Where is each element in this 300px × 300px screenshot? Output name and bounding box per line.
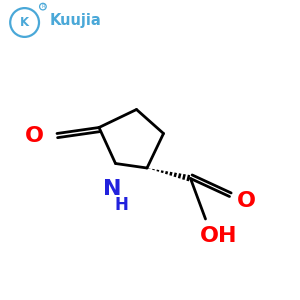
Text: R: R bbox=[41, 4, 45, 9]
Text: K: K bbox=[20, 16, 29, 29]
Text: OH: OH bbox=[200, 226, 238, 245]
Text: O: O bbox=[25, 127, 44, 146]
Text: N: N bbox=[103, 179, 122, 199]
Text: O: O bbox=[236, 191, 256, 211]
Text: H: H bbox=[115, 196, 128, 214]
Text: Kuujia: Kuujia bbox=[50, 14, 101, 28]
